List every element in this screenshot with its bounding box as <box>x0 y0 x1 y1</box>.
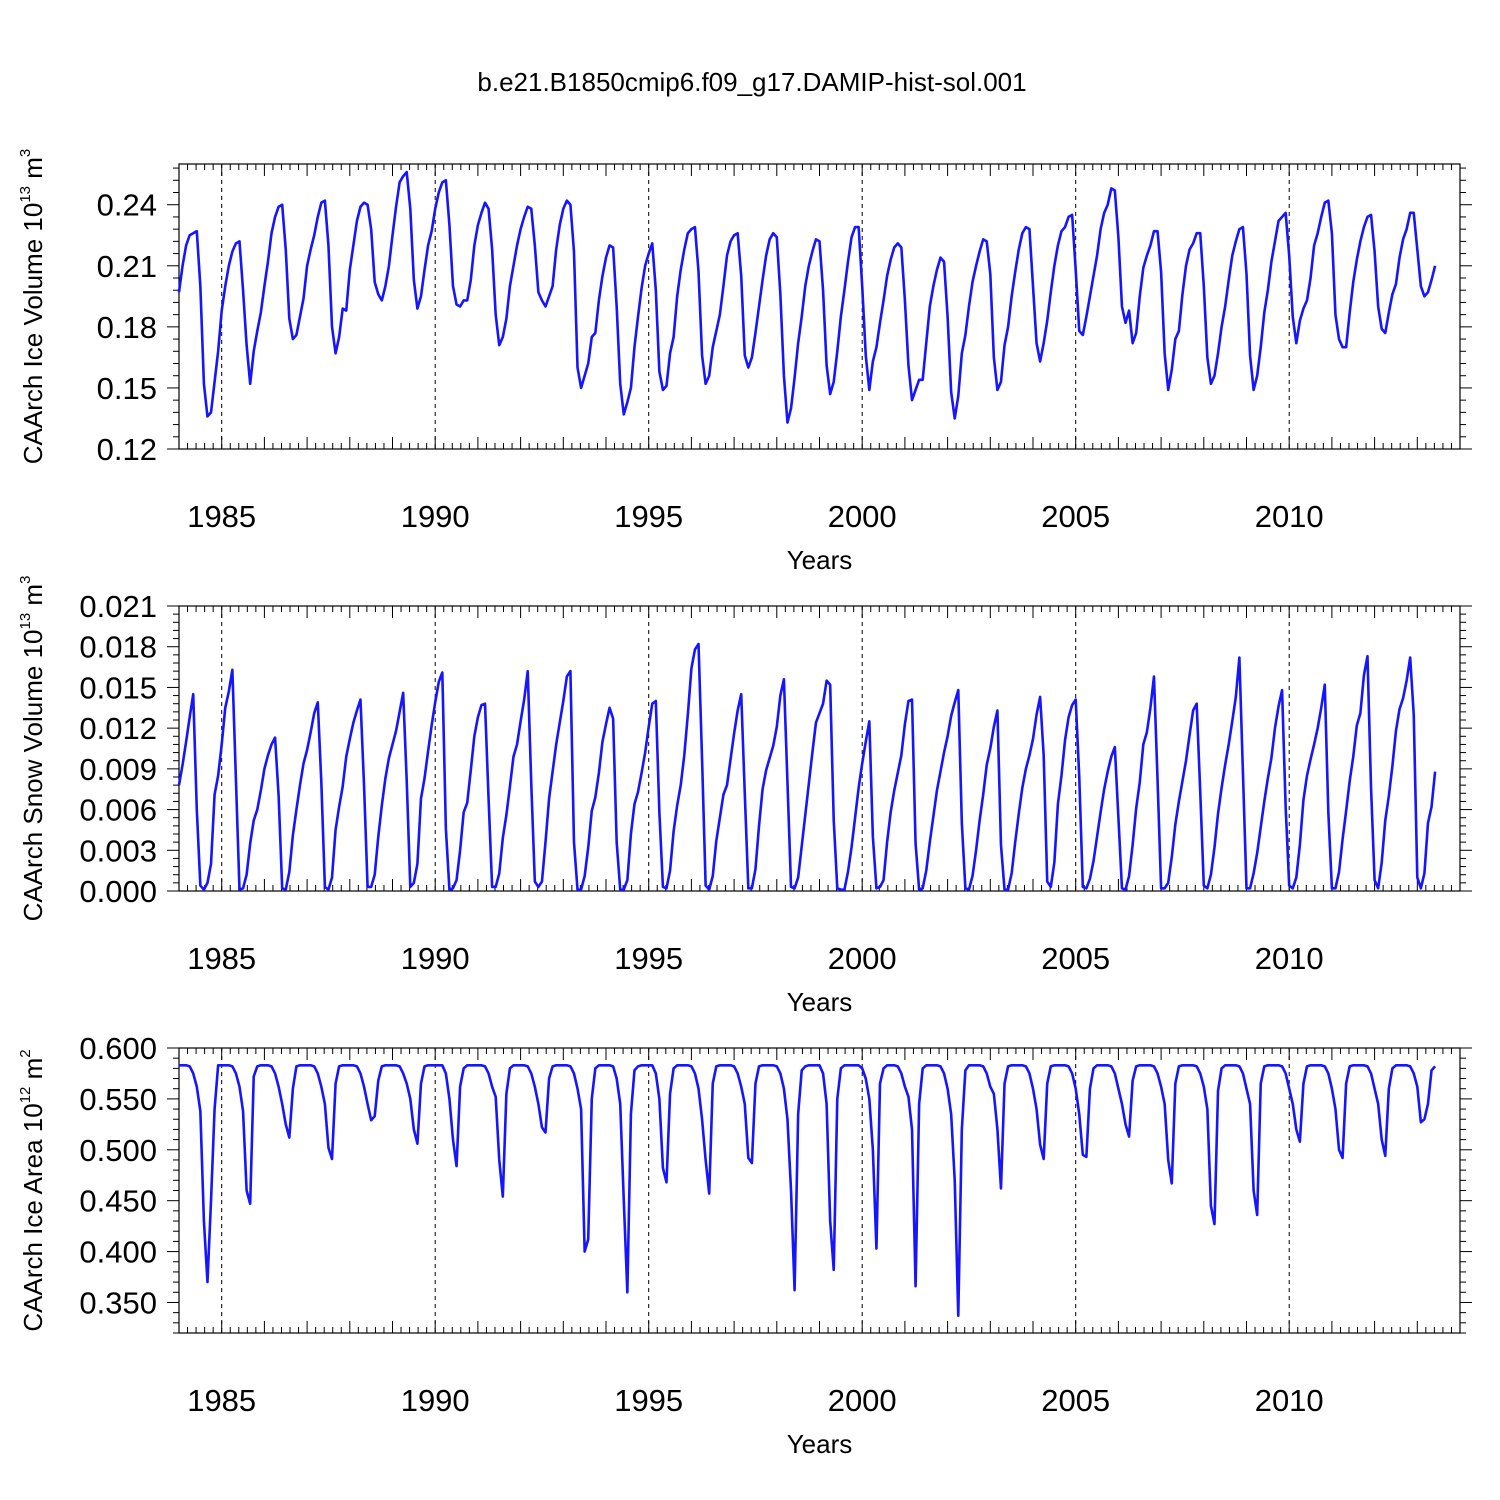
y-axis-label: CAArch Snow Volume 1013 m3 <box>17 576 48 922</box>
x-axis-label: Years <box>787 987 853 1017</box>
panel-ice-volume: 0.12 0.15 0.18 0.21 0.24 1985 1990 1995 2000 2005… <box>17 149 1472 575</box>
y-tick-label: 0.012 <box>79 711 157 746</box>
y-tick-label: 0.018 <box>79 630 157 665</box>
y-tick-label: 0.21 <box>97 249 157 284</box>
x-tick-label: 2000 <box>828 499 897 534</box>
x-tick-label: 1995 <box>614 1383 683 1418</box>
y-tick-label: 0.003 <box>79 833 157 868</box>
x-tick-label: 1985 <box>187 499 256 534</box>
y-tick-label: 0.009 <box>79 752 157 787</box>
x-axis-label: Years <box>787 545 853 575</box>
y-tick-label: 0.24 <box>97 188 157 223</box>
y-tick-label: 0.015 <box>79 670 157 705</box>
y-tick-label: 0.600 <box>79 1031 157 1066</box>
x-tick-label: 2005 <box>1041 1383 1110 1418</box>
y-tick-label: 0.15 <box>97 371 157 406</box>
x-tick-label: 1990 <box>401 1383 470 1418</box>
y-axis-label: CAArch Ice Volume 1013 m3 <box>17 149 48 465</box>
x-tick-label: 2010 <box>1255 941 1324 976</box>
x-tick-label: 1995 <box>614 941 683 976</box>
series-line-ice-volume <box>177 170 1437 424</box>
y-tick-label: 0.450 <box>79 1184 157 1219</box>
x-tick-label: 2010 <box>1255 1383 1324 1418</box>
x-tick-label: 1985 <box>187 1383 256 1418</box>
y-tick-label: 0.400 <box>79 1235 157 1270</box>
x-tick-label: 1990 <box>401 499 470 534</box>
x-tick-label: 2000 <box>828 941 897 976</box>
y-tick-label: 0.500 <box>79 1133 157 1168</box>
chart-panels: 0.12 0.15 0.18 0.21 0.24 1985 1990 1995 2000 2005… <box>17 149 1472 1459</box>
y-tick-label: 0.006 <box>79 793 157 828</box>
x-tick-label: 2005 <box>1041 941 1110 976</box>
y-tick-label: 0.18 <box>97 310 157 345</box>
x-tick-label: 2005 <box>1041 499 1110 534</box>
y-tick-label: 0.350 <box>79 1285 157 1320</box>
series-line-ice-area <box>179 1064 1437 1317</box>
panel-ice-area: 0.350 0.400 0.450 0.500 0.550 0.600 1985 1990 19… <box>17 1031 1472 1459</box>
y-tick-label: 0.12 <box>97 432 157 467</box>
y-tick-label: 0.000 <box>79 874 157 909</box>
x-tick-label: 1995 <box>614 499 683 534</box>
x-tick-label: 1990 <box>401 941 470 976</box>
x-tick-label: 2000 <box>828 1383 897 1418</box>
x-axis-label: Years <box>787 1429 853 1459</box>
panel-snow-volume: 0.000 0.003 0.006 0.009 0.012 0.015 0.018 0.021… <box>17 576 1472 1017</box>
plot-frame <box>178 605 1461 892</box>
y-tick-label: 0.550 <box>79 1082 157 1117</box>
plot-frame <box>178 1047 1461 1334</box>
y-axis-label: CAArch Ice Area 1012 m2 <box>17 1049 48 1331</box>
x-tick-label: 2010 <box>1255 499 1324 534</box>
chart-title: b.e21.B1850cmip6.f09_g17.DAMIP-hist-sol.… <box>477 67 1026 97</box>
x-tick-label: 1985 <box>187 941 256 976</box>
series-line-snow-volume <box>177 642 1437 891</box>
plot-frame <box>178 163 1461 450</box>
y-tick-label: 0.021 <box>79 589 157 624</box>
